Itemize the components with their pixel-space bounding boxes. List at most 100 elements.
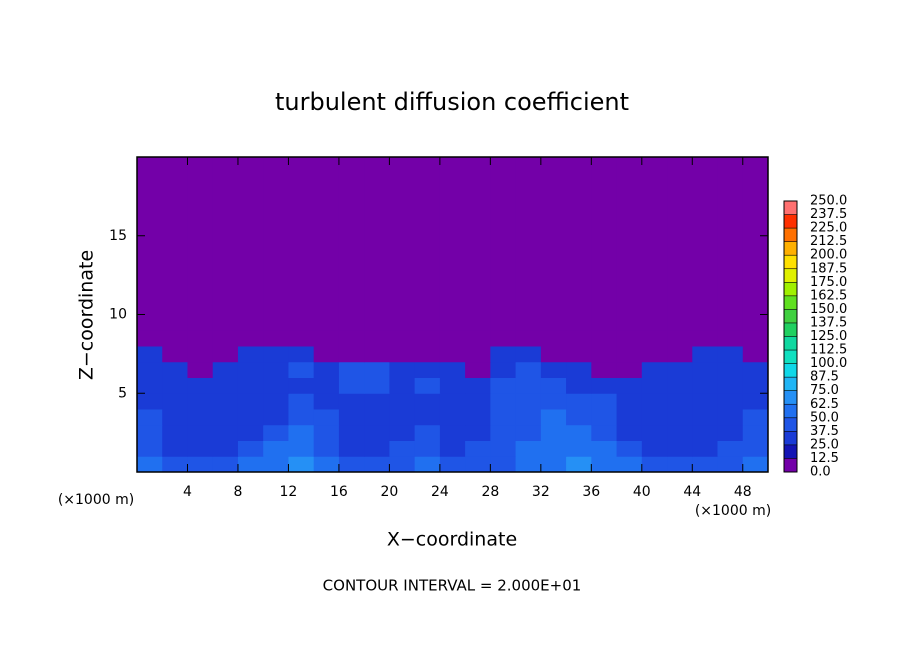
heat-cell [490, 440, 517, 457]
heat-cell [212, 393, 239, 410]
heat-cell [641, 361, 668, 378]
heat-cell [465, 377, 491, 394]
heat-cell [566, 393, 592, 410]
heat-cell [667, 377, 693, 394]
heat-cell [641, 377, 668, 394]
heat-cell [667, 346, 693, 363]
heat-cell [717, 157, 744, 331]
colorbar-label: 12.5 [810, 451, 839, 466]
colorbar-label: 225.0 [810, 221, 847, 236]
heat-cell [137, 346, 163, 363]
heat-cell [692, 409, 719, 426]
heat-cell [465, 346, 491, 363]
heat-cell [338, 440, 365, 457]
heat-cell [414, 409, 441, 426]
heat-cell [641, 409, 668, 426]
heat-cell [692, 157, 719, 331]
colorbar-label: 25.0 [810, 437, 839, 452]
heat-cell [187, 330, 214, 347]
colorbar-label: 112.5 [810, 343, 847, 358]
heat-cell [389, 424, 416, 441]
heat-cell [338, 377, 365, 394]
heat-cell [566, 409, 592, 426]
heat-cell [667, 393, 693, 410]
heat-cell [667, 440, 693, 457]
heat-cell [742, 330, 769, 347]
heat-cell [439, 361, 466, 378]
heat-cell [515, 157, 542, 331]
heat-cell [439, 456, 466, 473]
heat-cell [162, 393, 188, 410]
colorbar-label: 250.0 [810, 194, 847, 209]
colorbar-segment [784, 444, 797, 459]
heat-cell [717, 393, 744, 410]
heat-cell [237, 330, 264, 347]
heat-cell [263, 456, 289, 473]
heat-cell [338, 361, 365, 378]
heat-cell [641, 440, 668, 457]
heat-cell [490, 424, 517, 441]
heat-cell [641, 157, 668, 331]
colorbar-label: 87.5 [810, 370, 839, 385]
heat-cell [490, 409, 517, 426]
heat-cell [313, 157, 340, 331]
heat-cell [338, 456, 365, 473]
y-tick-label: 5 [118, 385, 127, 401]
heat-cell [667, 409, 693, 426]
heat-cell [490, 330, 517, 347]
colorbar-segment [784, 458, 797, 472]
heat-cell [616, 330, 643, 347]
heat-cell [717, 330, 744, 347]
heat-cell [591, 157, 618, 331]
heat-cell [566, 377, 592, 394]
heat-cell [288, 157, 315, 331]
colorbar-label: 237.5 [810, 207, 847, 222]
heat-cell [237, 361, 264, 378]
heat-cell [263, 409, 289, 426]
heat-cell [364, 409, 390, 426]
heat-cell [162, 409, 188, 426]
heat-cell [137, 440, 163, 457]
heat-cell [591, 456, 618, 473]
heat-cell [515, 456, 542, 473]
heat-cell [465, 361, 491, 378]
heat-cell [692, 346, 719, 363]
x-tick-label: 48 [734, 484, 752, 500]
heat-cell [263, 377, 289, 394]
colorbar-segment [784, 322, 797, 337]
colorbar-label: 212.5 [810, 234, 847, 249]
heat-cell [288, 361, 315, 378]
heat-cell [313, 440, 340, 457]
heat-cell [465, 393, 491, 410]
x-tick-label: 24 [431, 484, 449, 500]
heat-cell [490, 361, 517, 378]
heat-cell [465, 440, 491, 457]
heat-cell [439, 424, 466, 441]
heat-cell [212, 440, 239, 457]
heat-cell [389, 330, 416, 347]
colorbar-segment [784, 390, 797, 405]
heat-cell [616, 440, 643, 457]
heat-cell [212, 157, 239, 331]
heat-cell [591, 409, 618, 426]
heat-cell [364, 393, 390, 410]
y-tick-label: 10 [109, 307, 127, 323]
heat-cell [364, 424, 390, 441]
heat-cell [288, 440, 315, 457]
heat-cell [742, 393, 769, 410]
colorbar-label: 50.0 [810, 410, 839, 425]
colorbar-segment [784, 228, 797, 242]
heat-cell [439, 393, 466, 410]
heat-cell [137, 330, 163, 347]
heat-cell [566, 440, 592, 457]
heat-cell [364, 440, 390, 457]
heat-cell [162, 377, 188, 394]
colorbar-segment [784, 295, 797, 310]
heat-cell [212, 377, 239, 394]
heat-cell [389, 440, 416, 457]
heat-cell [490, 346, 517, 363]
heat-cell [616, 393, 643, 410]
heat-cell [187, 393, 214, 410]
heat-cell [692, 377, 719, 394]
heat-cell [237, 409, 264, 426]
